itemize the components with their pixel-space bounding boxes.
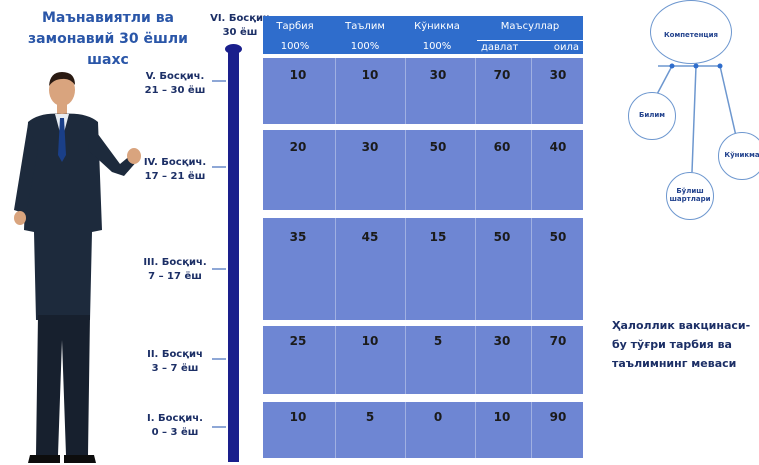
competence-node: Компетенция [650, 0, 732, 64]
value-davlat: 60 [493, 140, 511, 154]
header-sub-davlat: давлат [481, 42, 519, 53]
conditions-node: Бўлиш шартлари [666, 172, 714, 220]
header-talim: Таълим 100% [337, 20, 393, 54]
table-header: Тарбия 100% Таълим 100% Кўникма 100% Маъ… [263, 16, 583, 54]
value-davlat: 50 [493, 230, 511, 244]
header-pct: 100% [350, 41, 380, 52]
age-axis [228, 48, 239, 462]
value-tarbiya: 10 [289, 68, 307, 82]
value-talim: 30 [361, 140, 379, 154]
axis-tick [212, 426, 226, 428]
header-tarbiya: Тарбия 100% [267, 20, 323, 54]
header-label: Тарбия [276, 21, 314, 32]
value-konikma: 30 [429, 68, 447, 82]
value-oila: 30 [549, 68, 567, 82]
stage-range: 3 – 7 ёш [151, 363, 199, 374]
stage-name: I. Босқич. [147, 413, 203, 424]
header-sub-oila: оила [553, 42, 579, 53]
stage-label-3: III. Босқич. 7 – 17 ёш [140, 256, 210, 284]
header-pct: 100% [280, 41, 310, 52]
value-konikma: 5 [433, 334, 443, 348]
stage-range: 0 – 3 ёш [151, 427, 199, 438]
value-tarbiya: 20 [289, 140, 307, 154]
competence-label: Компетенция [663, 31, 719, 39]
stage-band-5: 10 10 30 70 30 [263, 58, 583, 124]
caption: Ҳалоллик вакцинаси- бу тўғри тарбия ва т… [612, 319, 751, 370]
competence-diagram-lines [654, 63, 737, 173]
stage-band-4: 20 30 50 60 40 [263, 130, 583, 210]
axis-tick [212, 80, 226, 82]
value-oila: 40 [549, 140, 567, 154]
value-konikma: 50 [429, 140, 447, 154]
value-davlat: 70 [493, 68, 511, 82]
skill-label: Кўникма [724, 151, 759, 159]
axis-tick [212, 166, 226, 168]
header-label: Маъсуллар [500, 21, 560, 32]
value-davlat: 30 [493, 334, 511, 348]
value-oila: 90 [549, 410, 567, 424]
value-oila: 70 [549, 334, 567, 348]
header-sub-row: давлат оила [477, 40, 583, 55]
stage-name: VI. Босқич [210, 13, 270, 24]
value-davlat: 10 [493, 410, 511, 424]
skill-node: Кўникма [718, 132, 759, 180]
conditions-label: Бўлиш шартлари [669, 187, 711, 203]
stage-label-top: VI. Босқич 30 ёш [210, 12, 270, 40]
stage-label-2: II. Босқич 3 – 7 ёш [140, 348, 210, 376]
header-konikma: Кўникма 100% [407, 20, 467, 54]
value-talim: 10 [361, 68, 379, 82]
stage-band-1: 10 5 0 10 90 [263, 402, 583, 458]
axis-tick [212, 268, 226, 270]
stage-name: III. Босқич. [143, 257, 207, 268]
businessman-illustration [14, 72, 141, 463]
header-label: Таълим [345, 21, 385, 32]
knowledge-label: Билим [639, 111, 665, 119]
value-oila: 50 [549, 230, 567, 244]
stage-range: 17 – 21 ёш [144, 171, 206, 182]
value-talim: 10 [361, 334, 379, 348]
stage-label-1: I. Босқич. 0 – 3 ёш [140, 412, 210, 440]
page-title: Маънавиятли ва замонавий 30 ёшли шахс [28, 10, 188, 68]
value-tarbiya: 25 [289, 334, 307, 348]
stage-name: IV. Босқич. [143, 157, 207, 168]
header-label: Кўникма [414, 21, 460, 32]
stage-name: II. Босқич [147, 349, 203, 360]
knowledge-node: Билим [628, 92, 676, 140]
header-masullar: Маъсуллар давлат оила [477, 20, 583, 55]
value-tarbiya: 10 [289, 410, 307, 424]
stage-label-5: V. Босқич. 21 – 30 ёш [140, 70, 210, 98]
stage-name: V. Босқич. [145, 71, 205, 82]
stage-band-2: 25 10 5 30 70 [263, 326, 583, 394]
value-talim: 5 [365, 410, 375, 424]
stage-label-4: IV. Босқич. 17 – 21 ёш [140, 156, 210, 184]
value-konikma: 0 [433, 410, 443, 424]
stage-range: 30 ёш [222, 27, 258, 38]
value-talim: 45 [361, 230, 379, 244]
stage-range: 7 – 17 ёш [148, 271, 202, 282]
header-pct: 100% [422, 41, 452, 52]
value-tarbiya: 35 [289, 230, 307, 244]
stage-band-3: 35 45 15 50 50 [263, 218, 583, 320]
axis-tick [212, 358, 226, 360]
value-konikma: 15 [429, 230, 447, 244]
stage-range: 21 – 30 ёш [144, 85, 206, 96]
